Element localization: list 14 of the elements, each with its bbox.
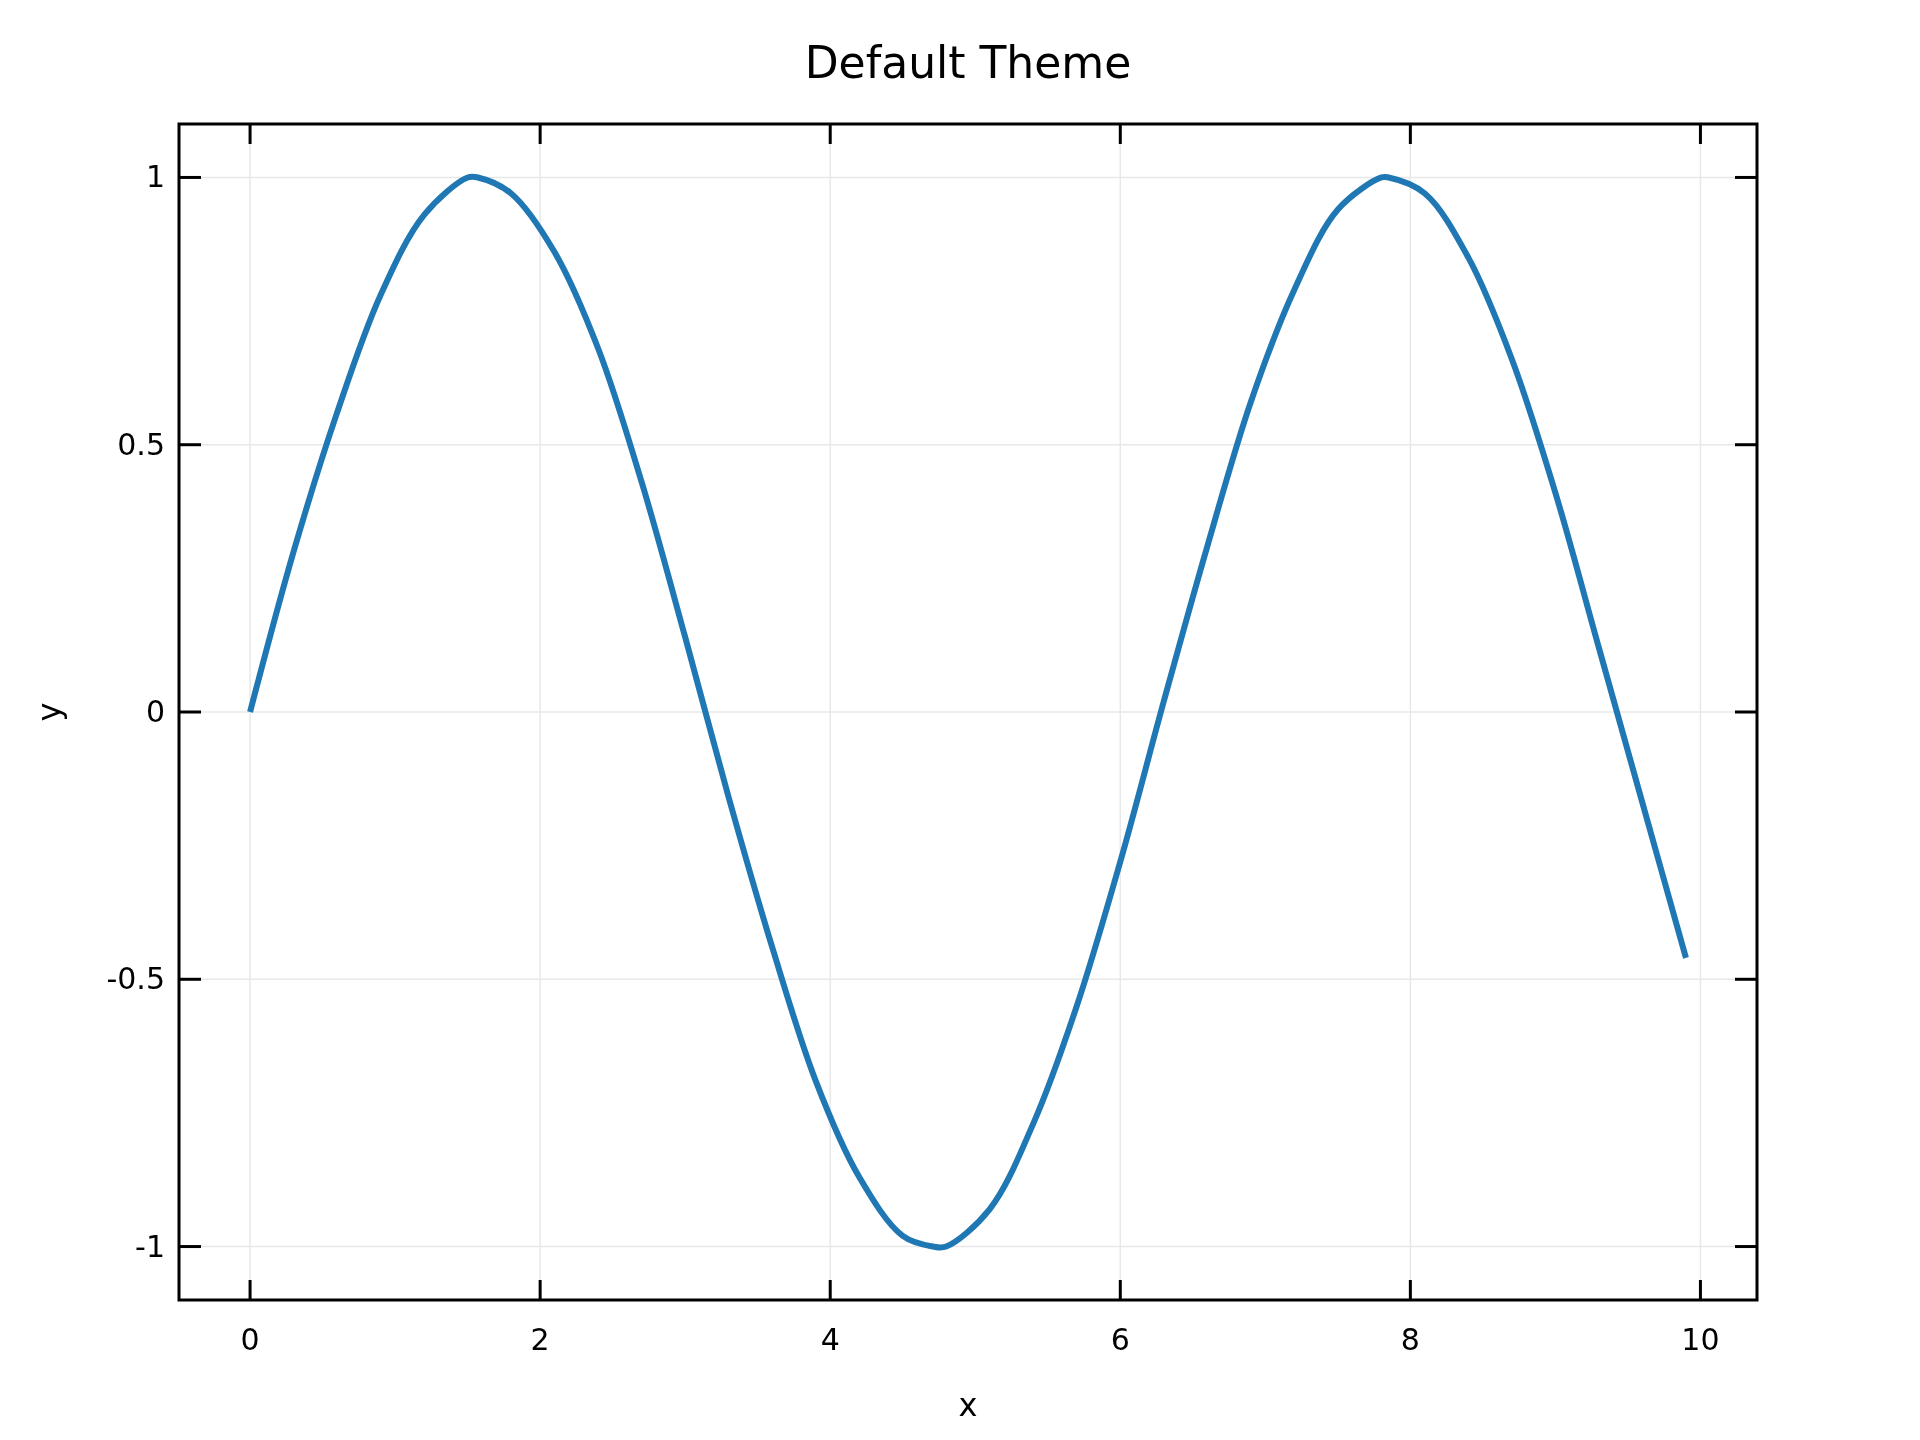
x-tick-label: 8 — [1400, 1322, 1420, 1357]
chart-title: Default Theme — [804, 37, 1132, 88]
x-tick-label: 6 — [1110, 1322, 1130, 1357]
y-tick-label: 0.5 — [117, 426, 165, 462]
y-tick-label: -1 — [135, 1228, 165, 1264]
x-tick-label: 0 — [240, 1322, 260, 1357]
x-tick-label: 4 — [820, 1322, 840, 1357]
x-tick-label: 10 — [1681, 1322, 1720, 1357]
y-tick-label: 1 — [145, 159, 165, 195]
x-axis-title: x — [958, 1386, 978, 1424]
x-tick-label: 2 — [530, 1322, 550, 1357]
y-tick-label: 0 — [145, 694, 165, 729]
y-tick-label: -0.5 — [106, 961, 165, 997]
y-axis-title: y — [30, 702, 68, 722]
